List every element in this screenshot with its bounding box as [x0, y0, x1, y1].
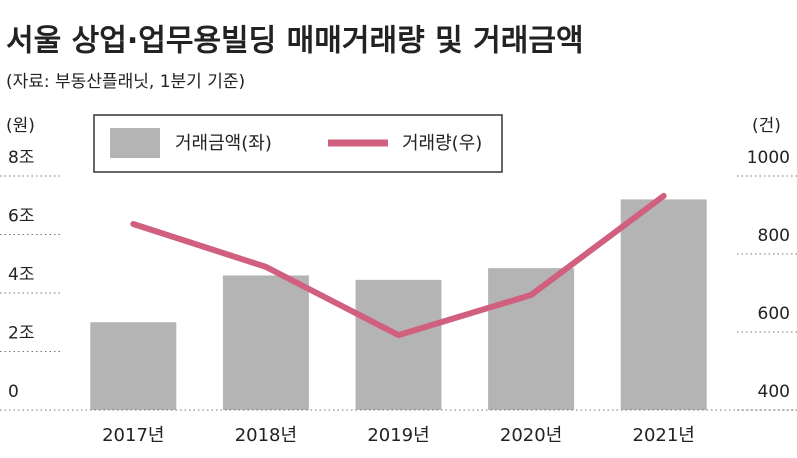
bar	[620, 199, 707, 410]
y2-tick-label: 800	[758, 226, 790, 246]
y2-tick-label: 400	[758, 382, 790, 402]
x-tick-label: 2017년	[102, 425, 164, 446]
y-tick-label: 2조	[8, 324, 34, 344]
legend-box	[93, 114, 503, 173]
chart-subtitle: (자료: 부동산플래닛, 1분기 기준)	[6, 72, 245, 92]
x-tick-label: 2019년	[367, 425, 429, 446]
x-tick-label: 2018년	[235, 425, 297, 446]
legend-label: 거래금액(좌)	[175, 133, 272, 154]
bar	[488, 268, 575, 410]
x-tick-label: 2021년	[633, 425, 695, 446]
y-tick-label: 6조	[8, 207, 34, 227]
y-tick-label: 8조	[8, 148, 34, 168]
y2-tick-label: 600	[758, 304, 790, 324]
line	[130, 192, 667, 339]
y-tick-label: 4조	[8, 265, 34, 285]
chart-title: 서울 상업·업무용빌딩 매매거래량 및 거래금액	[6, 24, 584, 59]
bar	[222, 275, 309, 410]
x-tick-label: 2020년	[500, 425, 562, 446]
bar	[355, 279, 442, 410]
legend-label: 거래량(우)	[402, 133, 482, 154]
y-axis-label: (원)	[6, 116, 35, 136]
y-tick-label: 0	[8, 382, 19, 402]
legend-swatch	[110, 128, 160, 158]
y2-axis-label: (건)	[752, 116, 781, 136]
y2-tick-label: 1000	[747, 148, 790, 168]
bar	[90, 322, 177, 410]
